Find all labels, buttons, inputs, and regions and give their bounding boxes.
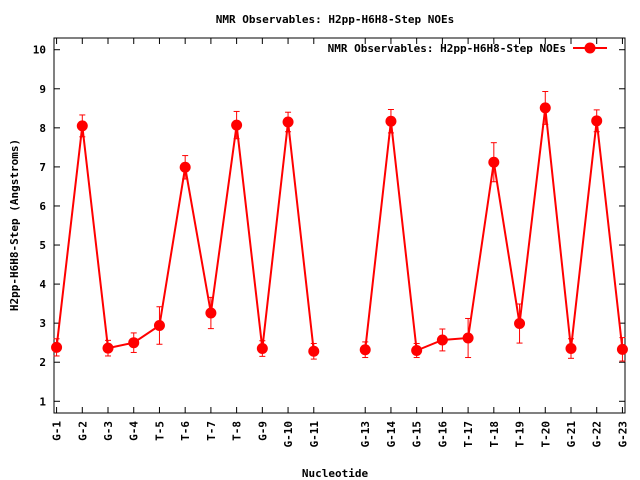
- data-point: [616, 343, 628, 355]
- x-tick-label: T-18: [488, 421, 501, 448]
- x-tick-label: G-14: [385, 421, 398, 448]
- data-point: [128, 337, 140, 349]
- data-point: [436, 334, 448, 346]
- data-point: [205, 307, 217, 319]
- x-tick-label: G-11: [308, 421, 321, 448]
- y-tick-label: 1: [39, 395, 46, 408]
- plot-frame: [53, 37, 626, 414]
- data-point: [411, 345, 423, 356]
- data-point: [153, 320, 165, 331]
- y-tick-label: 3: [39, 317, 46, 330]
- data-point: [539, 102, 551, 114]
- x-tick-label: T-19: [514, 421, 527, 448]
- x-tick-label: G-23: [616, 421, 629, 448]
- x-tick-label: T-20: [539, 421, 552, 448]
- x-tick-label: T-6: [179, 421, 192, 441]
- data-point: [51, 341, 63, 353]
- data-point: [308, 345, 320, 357]
- data-point: [565, 343, 577, 355]
- data-point: [462, 332, 474, 344]
- y-tick-label: 2: [39, 356, 46, 369]
- data-point: [385, 115, 397, 127]
- x-tick-label: G-15: [411, 421, 424, 448]
- data-point: [282, 116, 294, 128]
- data-point: [102, 342, 114, 354]
- x-tick-label: T-5: [153, 421, 166, 441]
- y-tick-label: 6: [39, 200, 46, 213]
- axes-layer: 1 2 3 4 5 6 7 8 9 10 G-1 G-2 G-3 G-4 T-5 T-6 T-7 T-8 G-9 G-…: [33, 37, 629, 448]
- x-tick-label: G-21: [565, 421, 578, 448]
- x-tick-label: G-13: [359, 421, 372, 448]
- x-tick-label: T-7: [205, 421, 218, 441]
- y-tick-label: 5: [39, 239, 46, 252]
- data-point: [359, 344, 371, 356]
- data-point: [514, 318, 526, 330]
- data-point: [256, 343, 268, 355]
- x-tick-label: G-2: [76, 421, 89, 441]
- data-point: [231, 119, 243, 131]
- marks-layer: [51, 91, 628, 362]
- y-tick-label: 4: [39, 278, 46, 291]
- x-tick-label: G-1: [51, 421, 64, 441]
- x-tick-label: G-22: [591, 421, 604, 448]
- x-tick-label: G-4: [128, 421, 141, 441]
- legend-marker: [584, 42, 596, 54]
- chart-title: NMR Observables: H2pp-H6H8-Step NOEs: [216, 13, 454, 26]
- legend: NMR Observables: H2pp-H6H8-Step NOEs: [328, 42, 607, 55]
- x-axis-label: Nucleotide: [302, 467, 369, 480]
- data-point: [76, 120, 88, 132]
- y-tick-label: 7: [39, 161, 46, 174]
- x-tick-label: T-8: [231, 421, 244, 441]
- y-tick-label: 8: [39, 122, 46, 135]
- y-tick-label: 10: [33, 44, 46, 57]
- data-point: [488, 156, 500, 168]
- x-tick-label: G-10: [282, 421, 295, 448]
- data-point: [179, 161, 191, 173]
- data-point: [591, 115, 603, 127]
- x-tick-label: G-3: [102, 421, 115, 441]
- y-tick-label: 9: [39, 83, 46, 96]
- x-tick-label: T-17: [462, 421, 475, 448]
- y-axis-label: H2pp-H6H8-Step (Angstroms): [8, 139, 21, 311]
- x-tick-label: G-16: [436, 421, 449, 448]
- legend-label: NMR Observables: H2pp-H6H8-Step NOEs: [328, 42, 566, 55]
- x-tick-label: G-9: [256, 421, 269, 441]
